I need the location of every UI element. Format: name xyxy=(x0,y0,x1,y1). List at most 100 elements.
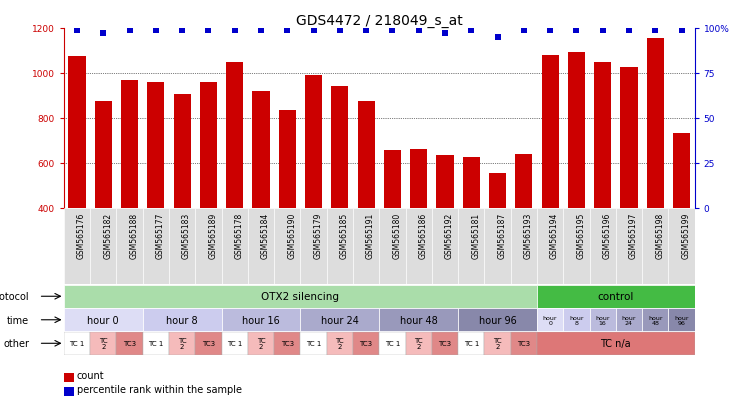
Bar xyxy=(541,56,559,298)
Bar xyxy=(647,39,664,298)
Bar xyxy=(563,208,590,285)
Bar xyxy=(327,208,353,285)
Text: GSM565178: GSM565178 xyxy=(234,212,243,258)
Text: TC
2: TC 2 xyxy=(99,337,107,349)
Bar xyxy=(248,208,274,285)
Text: hour 96: hour 96 xyxy=(478,315,517,325)
Text: GSM565196: GSM565196 xyxy=(603,212,611,258)
Point xyxy=(676,27,688,34)
Bar xyxy=(121,81,138,298)
Point xyxy=(518,27,530,34)
Text: GSM565191: GSM565191 xyxy=(366,212,375,258)
Bar xyxy=(274,208,300,285)
Bar xyxy=(226,62,243,298)
Text: TC3: TC3 xyxy=(202,340,215,347)
Text: TC 1: TC 1 xyxy=(227,340,243,347)
Title: GDS4472 / 218049_s_at: GDS4472 / 218049_s_at xyxy=(296,14,463,28)
Text: GSM565184: GSM565184 xyxy=(261,212,270,258)
Bar xyxy=(195,332,222,355)
Bar xyxy=(64,332,90,355)
Bar xyxy=(406,332,432,355)
Bar xyxy=(143,309,222,331)
Bar xyxy=(248,332,274,355)
Bar xyxy=(489,173,506,298)
Text: GSM565185: GSM565185 xyxy=(340,212,348,258)
Bar xyxy=(173,95,191,298)
Bar xyxy=(353,332,379,355)
Text: TC 1: TC 1 xyxy=(463,340,479,347)
Text: hour 0: hour 0 xyxy=(87,315,119,325)
Bar xyxy=(90,332,116,355)
Point xyxy=(544,27,556,34)
Text: hour
8: hour 8 xyxy=(569,315,584,325)
Bar xyxy=(200,83,217,298)
Bar xyxy=(537,285,695,308)
Point xyxy=(150,27,162,34)
Bar xyxy=(147,83,164,298)
Point xyxy=(255,27,267,34)
Text: TC3: TC3 xyxy=(123,340,136,347)
Bar xyxy=(357,102,375,298)
Point xyxy=(623,27,635,34)
Bar xyxy=(537,208,563,285)
Bar xyxy=(274,332,300,355)
Bar xyxy=(143,332,169,355)
Text: GSM565198: GSM565198 xyxy=(655,212,664,258)
Bar xyxy=(515,154,532,298)
Text: GSM565188: GSM565188 xyxy=(130,212,138,258)
Text: GSM565181: GSM565181 xyxy=(472,212,480,258)
Bar xyxy=(353,208,379,285)
Text: TC3: TC3 xyxy=(281,340,294,347)
Bar xyxy=(252,92,270,298)
Bar xyxy=(64,285,537,308)
Point xyxy=(360,27,372,34)
Bar xyxy=(484,332,511,355)
Text: GSM565197: GSM565197 xyxy=(629,212,638,258)
Text: hour
16: hour 16 xyxy=(596,315,610,325)
Point xyxy=(597,27,609,34)
Text: hour
48: hour 48 xyxy=(648,315,662,325)
Bar xyxy=(379,208,406,285)
Bar xyxy=(463,158,480,298)
Point xyxy=(308,27,320,34)
Bar xyxy=(384,151,401,298)
Bar xyxy=(668,208,695,285)
Text: TC
2: TC 2 xyxy=(336,337,344,349)
Bar xyxy=(436,155,454,298)
Text: time: time xyxy=(7,315,29,325)
Text: GSM565182: GSM565182 xyxy=(104,212,112,258)
Bar xyxy=(116,332,143,355)
Bar xyxy=(616,208,642,285)
Point xyxy=(71,27,83,34)
Bar xyxy=(95,102,112,298)
Bar xyxy=(616,309,642,331)
Bar xyxy=(511,332,537,355)
Bar xyxy=(169,332,195,355)
Point xyxy=(649,27,661,34)
Text: GSM565180: GSM565180 xyxy=(393,212,401,258)
Bar xyxy=(169,208,195,285)
Text: hour
96: hour 96 xyxy=(674,315,689,325)
Text: GSM565194: GSM565194 xyxy=(550,212,559,258)
Bar xyxy=(668,309,695,331)
Bar xyxy=(331,87,348,298)
Text: GSM565190: GSM565190 xyxy=(287,212,296,258)
Text: GSM565189: GSM565189 xyxy=(209,212,217,258)
Bar xyxy=(279,111,296,298)
Text: control: control xyxy=(598,292,634,301)
Text: other: other xyxy=(3,339,29,349)
Bar xyxy=(116,208,143,285)
Bar xyxy=(458,332,484,355)
Point xyxy=(228,27,240,34)
Bar xyxy=(537,309,563,331)
Bar xyxy=(642,309,668,331)
Text: hour 16: hour 16 xyxy=(242,315,280,325)
Bar xyxy=(484,208,511,285)
Point xyxy=(334,27,346,34)
Bar xyxy=(537,332,695,355)
Point xyxy=(571,27,583,34)
Text: hour 8: hour 8 xyxy=(166,315,198,325)
Bar xyxy=(458,208,484,285)
Bar xyxy=(642,208,668,285)
Text: GSM565187: GSM565187 xyxy=(498,212,506,258)
